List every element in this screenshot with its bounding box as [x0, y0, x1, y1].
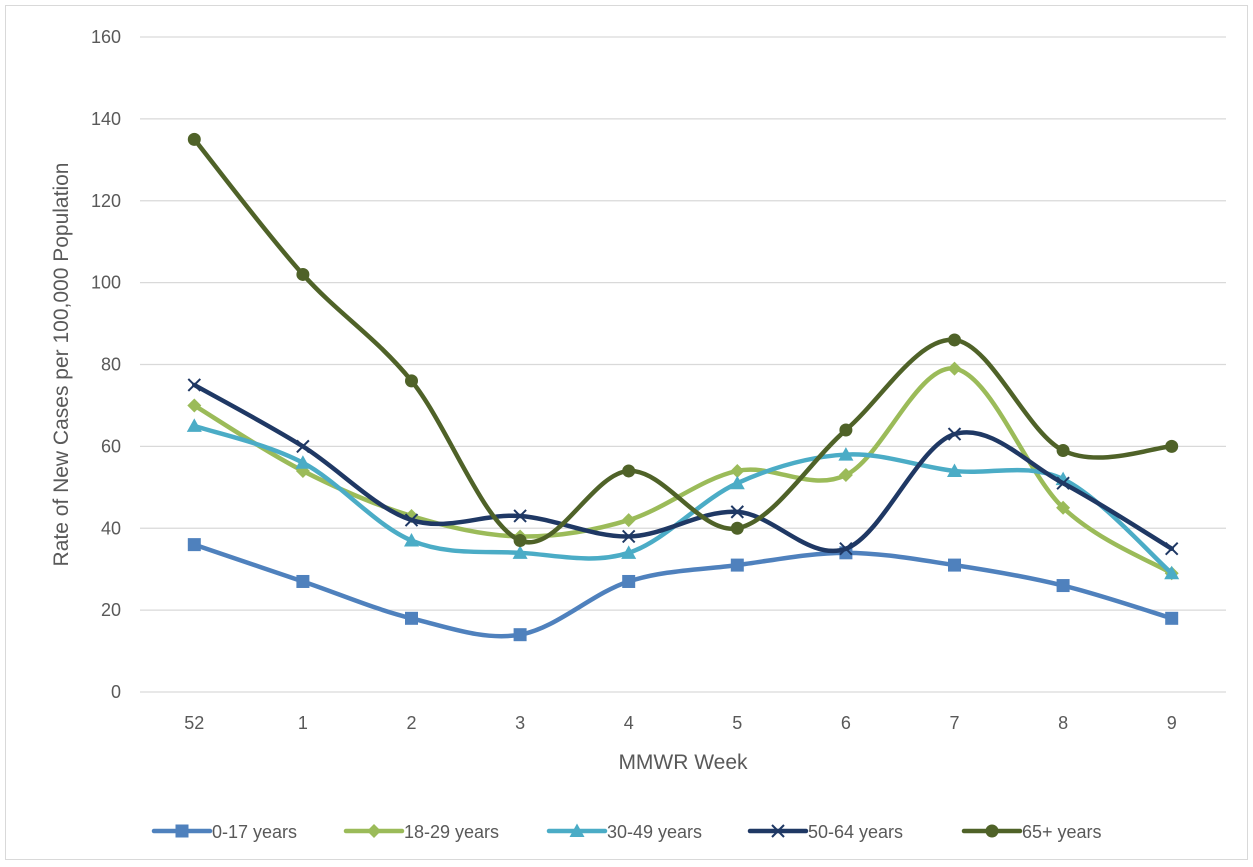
data-point	[295, 455, 311, 469]
y-tick-label: 20	[101, 600, 121, 620]
legend-marker	[367, 824, 381, 838]
legend: 0-17 years 18-29 years 30-49 years 50-64 ye…	[151, 822, 1102, 842]
series-line	[192, 542, 1174, 639]
y-tick-label: 120	[91, 191, 121, 211]
gridlines	[140, 36, 1226, 693]
data-point	[513, 509, 527, 523]
series-5	[187, 132, 1179, 548]
data-point	[1056, 443, 1070, 457]
data-point	[1164, 542, 1179, 556]
x-tick-label: 4	[624, 713, 634, 733]
data-point	[729, 475, 745, 490]
data-point	[730, 558, 744, 572]
data-point	[405, 611, 418, 625]
data-point	[404, 513, 419, 527]
legend-item: 18-29 years	[343, 822, 499, 842]
legend-item: 65+ years	[961, 822, 1102, 842]
data-point	[947, 427, 962, 441]
data-point	[405, 374, 418, 388]
x-tick-label: 9	[1167, 713, 1177, 733]
data-point	[1164, 565, 1180, 580]
data-point	[404, 533, 419, 547]
legend-marker	[985, 824, 999, 838]
data-point	[839, 423, 853, 437]
data-point	[621, 545, 637, 559]
y-tick-label: 160	[91, 27, 121, 47]
y-tick-label: 140	[91, 109, 121, 129]
data-point	[622, 464, 636, 478]
legend-item: 30-49 years	[546, 822, 702, 842]
series-line	[192, 366, 1174, 576]
x-tick-label: 52	[184, 713, 204, 733]
legend-marker	[771, 824, 785, 838]
data-point	[296, 267, 310, 281]
series-1	[187, 538, 1179, 642]
x-tick-label: 1	[298, 713, 308, 733]
data-point	[948, 333, 961, 347]
y-tick-label: 100	[91, 273, 121, 293]
x-tick-label: 7	[949, 713, 959, 733]
y-tick-label: 0	[111, 682, 121, 702]
data-point	[1165, 439, 1179, 453]
y-tick-label: 40	[101, 518, 121, 538]
y-tick-label: 80	[101, 355, 121, 375]
data-point	[947, 463, 962, 477]
x-tick-label: 6	[841, 713, 851, 733]
data-point	[187, 398, 202, 413]
x-axis-title: MMWR Week	[618, 751, 748, 774]
data-point	[730, 521, 744, 535]
data-point	[621, 529, 636, 544]
data-point	[839, 542, 853, 556]
legend-item: 50-64 years	[747, 822, 903, 842]
data-point	[187, 538, 201, 552]
data-point	[296, 574, 310, 588]
x-tick-label: 3	[515, 713, 525, 733]
y-tick-label: 60	[101, 436, 121, 456]
legend-label: 0-17 years	[212, 822, 297, 842]
y-axis-ticks: 0 20 40 60 80 100 120 140 160	[91, 27, 121, 702]
data-point	[621, 513, 636, 528]
series-3	[186, 418, 1180, 580]
legend-marker	[569, 823, 585, 837]
series-lines	[186, 132, 1180, 642]
data-point	[513, 628, 527, 642]
data-point	[948, 558, 961, 572]
data-point	[187, 132, 201, 146]
data-point	[1056, 476, 1070, 490]
series-line	[192, 423, 1174, 576]
series-line	[192, 137, 1174, 545]
x-axis-ticks: 52 1 2 3 4 5 6 7 8 9	[184, 713, 1176, 733]
legend-marker	[175, 824, 189, 838]
data-point	[730, 463, 745, 478]
x-tick-label: 2	[406, 713, 416, 733]
data-point	[947, 361, 962, 376]
data-point	[838, 468, 853, 483]
y-axis-title: Rate of New Cases per 100,000 Population	[50, 163, 73, 567]
data-point	[1165, 611, 1179, 625]
line-chart: 0 20 40 60 80 100 120 140 160 52 1 2 3 4 5 6 7 8 9 MMWR W…	[50, 27, 1226, 842]
legend-label: 30-49 years	[607, 822, 702, 842]
data-point	[838, 447, 854, 461]
data-point	[187, 378, 202, 392]
data-point	[512, 545, 528, 559]
legend-label: 65+ years	[1022, 822, 1102, 842]
data-point	[1056, 579, 1070, 593]
legend-item: 0-17 years	[151, 822, 297, 842]
data-point	[622, 574, 636, 588]
x-tick-label: 8	[1058, 713, 1068, 733]
data-point	[1056, 500, 1071, 515]
data-point	[730, 505, 745, 519]
legend-label: 50-64 years	[808, 822, 903, 842]
data-point	[186, 418, 202, 432]
data-point	[513, 534, 527, 548]
chart-frame: 0 20 40 60 80 100 120 140 160 52 1 2 3 4 5 6 7 8 9 MMWR W…	[5, 5, 1248, 860]
legend-label: 18-29 years	[404, 822, 499, 842]
data-point	[296, 439, 310, 454]
x-tick-label: 5	[732, 713, 742, 733]
